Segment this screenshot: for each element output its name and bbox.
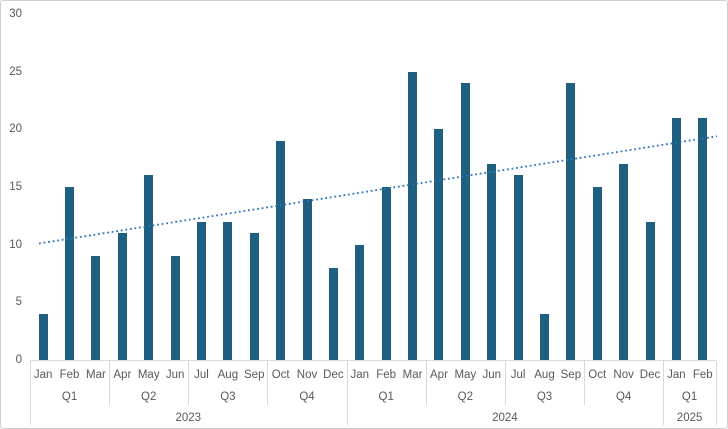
quarter-separator (188, 361, 190, 405)
year-label: 2025 (676, 412, 703, 424)
year-separator (346, 361, 348, 425)
y-axis-tick-label: 10 (9, 238, 22, 251)
month-label: Dec (639, 369, 661, 381)
month-label: Mar (86, 369, 106, 381)
y-axis-tick-label: 25 (9, 65, 22, 78)
bar-dec-23 (645, 221, 655, 360)
trendline-path (38, 135, 718, 245)
quarter-separator (504, 361, 506, 405)
bar-may-16 (460, 83, 470, 360)
y-axis-tick-label: 15 (9, 181, 22, 193)
bar-aug-19 (540, 313, 549, 360)
bar-jul-6 (197, 221, 206, 360)
month-label: Aug (217, 369, 239, 381)
month-label: Jul (194, 369, 209, 381)
bar-apr-15 (434, 129, 444, 360)
quarter-label: Q1 (61, 391, 78, 403)
month-label: Feb (692, 369, 713, 381)
quarter-label: Q2 (457, 391, 473, 403)
bar-jan-12 (355, 244, 365, 360)
bar-feb-13 (381, 187, 391, 360)
bar-nov-22 (619, 163, 629, 360)
month-label: Jan (33, 369, 53, 381)
month-label: Oct (271, 369, 290, 381)
quarter-separator (584, 361, 586, 405)
bar-oct-21 (592, 187, 602, 360)
quarter-separator (425, 361, 427, 405)
year-label: 2023 (175, 412, 202, 424)
bar-nov-10 (302, 198, 312, 360)
bar-dec-11 (328, 267, 338, 360)
quarter-separator (109, 361, 111, 405)
month-label: Jun (165, 369, 185, 381)
year-separator (663, 361, 665, 425)
bar-may-4 (144, 175, 154, 360)
quarter-label: Q3 (220, 391, 236, 403)
month-label: Sep (560, 369, 582, 381)
month-label: Aug (534, 369, 555, 381)
bar-mar-2 (91, 256, 101, 360)
x-axis-line (30, 360, 716, 361)
year-separator (716, 361, 717, 425)
bar-jan-24 (671, 117, 681, 360)
bar-apr-3 (117, 233, 127, 360)
quarter-label: Q4 (299, 391, 315, 403)
bar-sep-20 (566, 83, 576, 360)
month-label: May (454, 369, 477, 381)
bar-feb-25 (698, 117, 708, 360)
month-label: Jun (482, 369, 501, 381)
quarter-label: Q2 (141, 391, 157, 403)
bar-aug-7 (223, 221, 233, 360)
bar-mar-14 (408, 71, 418, 360)
month-label: Feb (376, 369, 397, 381)
quarter-label: Q1 (681, 391, 698, 403)
year-label: 2024 (492, 412, 518, 424)
bar-jun-17 (487, 163, 497, 360)
y-axis-tick-label: 20 (9, 123, 22, 136)
y-axis-tick-label: 5 (15, 296, 22, 309)
bar-oct-9 (276, 140, 286, 360)
month-label: Feb (59, 369, 80, 381)
quarter-label: Q4 (615, 391, 632, 403)
month-label: Nov (296, 369, 318, 381)
month-label: Jan (350, 369, 370, 381)
bar-feb-1 (65, 187, 75, 360)
quarter-label: Q3 (536, 391, 553, 403)
y-axis-tick-label: 30 (9, 8, 22, 20)
month-label: Jan (667, 369, 686, 381)
month-label: Oct (588, 369, 607, 381)
quarter-label: Q1 (378, 391, 394, 403)
y-axis-tick-label: 0 (15, 354, 22, 366)
month-label: Mar (402, 369, 423, 381)
month-label: Sep (244, 369, 265, 381)
bar-jun-5 (170, 256, 180, 360)
bar-jul-18 (513, 175, 523, 360)
month-label: May (137, 369, 160, 381)
quarter-separator (267, 361, 269, 405)
month-label: Apr (113, 369, 132, 381)
month-label: Dec (323, 369, 344, 381)
month-label: Jul (510, 369, 526, 381)
month-label: Apr (430, 369, 448, 381)
bar-sep-8 (249, 233, 259, 360)
month-label: Nov (613, 369, 634, 381)
bar-jan-0 (38, 313, 48, 360)
year-separator (30, 361, 31, 425)
